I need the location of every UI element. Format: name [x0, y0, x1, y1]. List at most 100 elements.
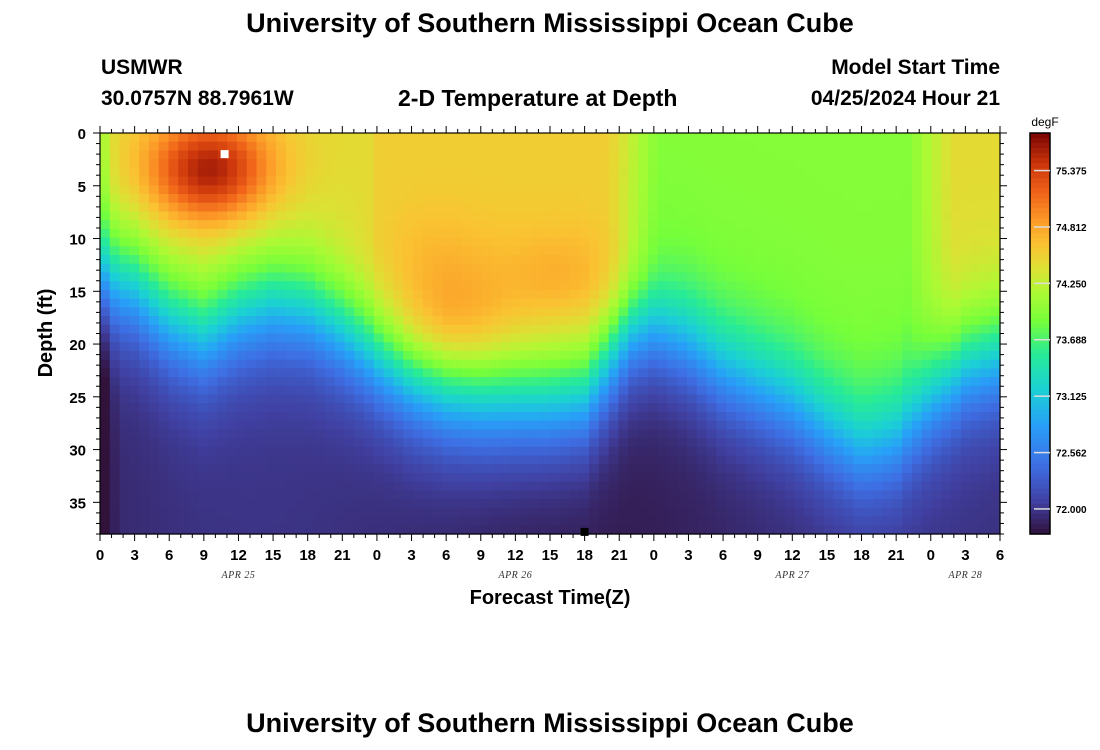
heatmap-cell: [696, 228, 708, 239]
heatmap-cell: [344, 298, 355, 308]
heatmap-cell: [158, 455, 170, 465]
heatmap-cell: [344, 472, 355, 483]
heatmap-cell: [207, 194, 218, 204]
heatmap-cell: [960, 194, 972, 204]
heatmap-cell: [217, 202, 228, 213]
heatmap-cell: [618, 228, 629, 239]
heatmap-cell: [638, 342, 649, 352]
heatmap-cell: [677, 324, 688, 335]
heatmap-cell: [863, 202, 874, 213]
heatmap-cell: [872, 255, 884, 265]
heatmap-cell: [188, 228, 199, 239]
heatmap-cell: [393, 394, 404, 404]
heatmap-cell: [618, 403, 629, 413]
heatmap-cell: [667, 228, 678, 239]
heatmap-cell: [579, 438, 590, 448]
heatmap-cell: [765, 403, 776, 413]
heatmap-cell: [814, 490, 825, 500]
heatmap-cell: [129, 429, 140, 439]
heatmap-cell: [941, 246, 952, 256]
heatmap-cell: [422, 446, 434, 457]
heatmap-cell: [305, 246, 316, 256]
heatmap-cell: [726, 324, 737, 335]
heatmap-cell: [501, 307, 512, 317]
heatmap-cell: [520, 490, 532, 500]
heatmap-cell: [109, 289, 121, 300]
heatmap-cell: [364, 420, 375, 430]
heatmap-cell: [109, 359, 121, 369]
heatmap-cell: [921, 350, 933, 361]
heatmap-cell: [432, 507, 443, 518]
heatmap-cell: [579, 472, 590, 483]
heatmap-cell: [686, 516, 698, 526]
heatmap-cell: [686, 159, 698, 169]
heatmap-cell: [100, 368, 111, 378]
heatmap-cell: [540, 333, 551, 343]
heatmap-cell: [129, 281, 140, 291]
heatmap-cell: [970, 237, 982, 247]
heatmap-cell: [491, 455, 502, 465]
heatmap-cell: [471, 333, 483, 343]
x-axis: 0 3 6 9 12 15 18 21 0 3 6 9 12 15 18 21 0 3 6 9 12 15 18 21 0 3 6: [96, 126, 1004, 564]
heatmap-cell: [276, 438, 287, 448]
heatmap-cell: [882, 394, 893, 404]
heatmap-cell: [364, 411, 375, 422]
heatmap-cell: [481, 281, 492, 291]
colorbar-segment: [1030, 238, 1050, 244]
heatmap-cell: [510, 507, 522, 518]
heatmap-cell: [373, 298, 385, 308]
heatmap-cell: [853, 167, 864, 178]
heatmap-cell: [745, 289, 757, 300]
heatmap-cell: [990, 472, 1001, 483]
heatmap-cell: [775, 202, 786, 213]
heatmap-cell: [745, 507, 757, 518]
heatmap-cell: [745, 377, 757, 387]
heatmap-cell: [726, 438, 737, 448]
heatmap-cell: [129, 246, 140, 256]
heatmap-cell: [686, 350, 698, 361]
heatmap-cell: [364, 307, 375, 317]
heatmap-cell: [843, 490, 854, 500]
heatmap-cell: [373, 446, 385, 457]
heatmap-cell: [354, 185, 365, 195]
heatmap-cell: [236, 159, 248, 169]
heatmap-cell: [843, 289, 854, 300]
heatmap-cell: [804, 298, 815, 308]
heatmap-cell: [354, 438, 365, 448]
heatmap-cell: [491, 359, 502, 369]
heatmap-cell: [598, 455, 610, 465]
heatmap-cell: [647, 159, 659, 169]
heatmap-cell: [217, 377, 228, 387]
heatmap-cell: [804, 333, 815, 343]
heatmap-cell: [853, 263, 864, 274]
heatmap-cell: [970, 194, 982, 204]
heatmap-cell: [784, 150, 796, 160]
heatmap-cell: [197, 141, 209, 152]
heatmap-cell: [559, 464, 571, 474]
heatmap-cell: [354, 525, 365, 535]
heatmap-cell: [990, 429, 1001, 439]
heatmap-cell: [364, 298, 375, 308]
heatmap-cell: [550, 481, 561, 492]
heatmap-cell: [481, 403, 492, 413]
heatmap-cell: [755, 499, 766, 509]
heatmap-cell: [823, 359, 835, 369]
heatmap-cell: [403, 228, 414, 239]
heatmap-cell: [442, 307, 453, 317]
heatmap-cell: [853, 403, 864, 413]
heatmap-cell: [745, 176, 757, 186]
heatmap-cell: [853, 324, 864, 335]
heatmap-cell: [403, 211, 414, 221]
heatmap-cell: [530, 525, 541, 535]
heatmap-cell: [921, 307, 933, 317]
heatmap-cell: [354, 211, 365, 221]
heatmap-cell: [452, 499, 463, 509]
heatmap-cell: [853, 455, 864, 465]
heatmap-cell: [491, 228, 502, 239]
heatmap-cell: [775, 333, 786, 343]
heatmap-cell: [148, 272, 160, 282]
heatmap-cell: [432, 385, 443, 396]
heatmap-cell: [951, 167, 962, 178]
heatmap-cell: [921, 429, 933, 439]
heatmap-cell: [256, 446, 267, 457]
